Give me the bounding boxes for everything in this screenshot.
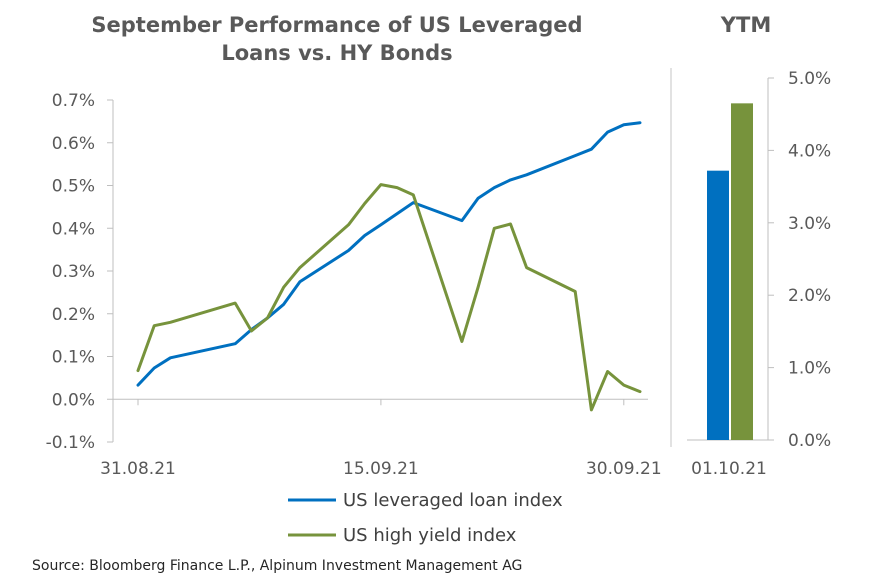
- line-chart-title-line-2: Loans vs. HY Bonds: [221, 41, 452, 65]
- ytm-y-tick-label: 4.0%: [788, 141, 831, 161]
- line-y-tick-label: 0.6%: [52, 134, 95, 154]
- line-y-tick-label: 0.7%: [52, 91, 95, 111]
- series-line-loan-index: [136, 121, 642, 387]
- ytm-chart-bars: [707, 103, 753, 440]
- legend-label-loan: US leveraged loan index: [343, 490, 563, 511]
- ytm-bar-hy-index: [731, 103, 753, 440]
- line-y-tick-label: 0.3%: [52, 262, 95, 282]
- line-y-tick-label: 0.4%: [52, 219, 95, 239]
- ytm-bar-loan-index: [707, 170, 729, 440]
- line-y-tick-label: 0.2%: [52, 305, 95, 325]
- legend: US leveraged loan index US high yield in…: [288, 490, 563, 546]
- ytm-chart-title: YTM: [720, 13, 771, 37]
- line-y-tick-label: 0.5%: [52, 177, 95, 197]
- line-x-tick-label: 15.09.21: [343, 459, 419, 479]
- ytm-x-tick-label: 01.10.21: [691, 459, 767, 479]
- line-chart-title-line-1: September Performance of US Leveraged: [91, 13, 582, 37]
- line-chart-axes: -0.1% 0.0% 0.1% 0.2% 0.3% 0.4% 0.5% 0.6% 0.7% 31.…: [46, 91, 662, 479]
- line-chart-series: [136, 121, 642, 412]
- line-y-tick-label: 0.1%: [52, 348, 95, 368]
- line-x-tick-label: 30.09.21: [586, 459, 662, 479]
- series-line-hy-index: [136, 183, 642, 412]
- line-y-tick-label: -0.1%: [46, 433, 95, 453]
- ytm-y-tick-label: 1.0%: [788, 359, 831, 379]
- line-y-tick-label: 0.0%: [52, 390, 95, 410]
- ytm-y-tick-label: 3.0%: [788, 214, 831, 234]
- ytm-y-tick-label: 5.0%: [788, 69, 831, 89]
- line-x-tick-label: 31.08.21: [100, 459, 176, 479]
- ytm-y-tick-label: 2.0%: [788, 286, 831, 306]
- ytm-chart-axes: 0.0% 1.0% 2.0% 3.0% 4.0% 5.0% 01.10.21: [687, 69, 831, 479]
- legend-label-hy: US high yield index: [343, 525, 517, 546]
- ytm-y-tick-label: 0.0%: [788, 431, 831, 451]
- source-note: Source: Bloomberg Finance L.P., Alpinum …: [32, 558, 523, 574]
